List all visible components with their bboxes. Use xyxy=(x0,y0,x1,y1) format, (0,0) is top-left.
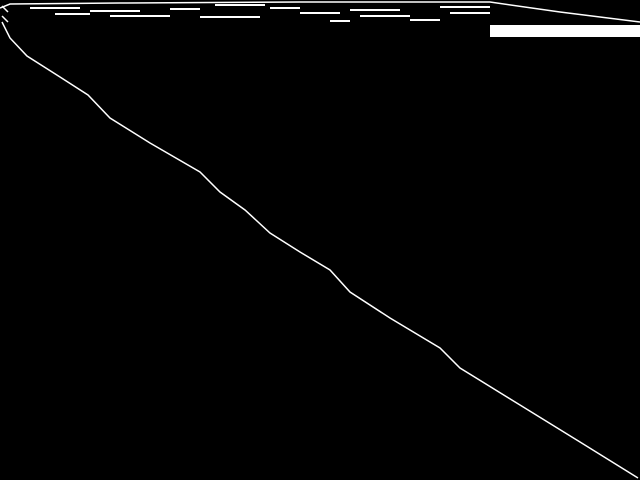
mark xyxy=(1,5,9,13)
top-dashes xyxy=(30,4,490,22)
diagonal-line xyxy=(1,21,639,479)
mark xyxy=(1,15,9,23)
left-marks xyxy=(1,5,9,23)
white-block xyxy=(490,25,640,37)
top-line xyxy=(0,1,640,23)
